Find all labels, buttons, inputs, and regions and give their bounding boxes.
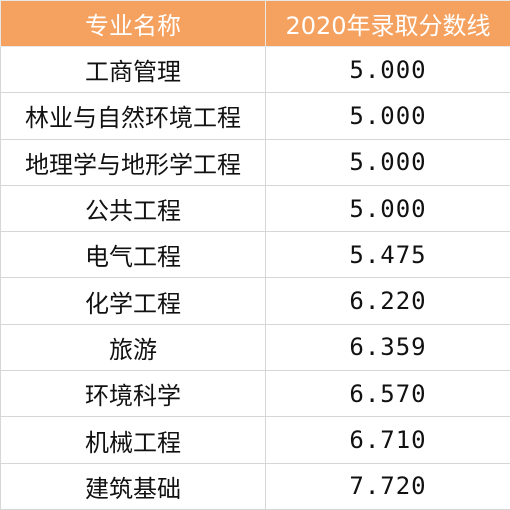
score-cell: 5.000 — [266, 47, 510, 93]
table-row: 机械工程 6.710 — [1, 417, 510, 463]
table-header: 专业名称 2020年录取分数线 — [1, 1, 510, 47]
score-cell: 6.359 — [266, 324, 510, 370]
score-cell: 5.000 — [266, 185, 510, 231]
major-cell: 公共工程 — [1, 185, 266, 231]
score-cell: 7.720 — [266, 463, 510, 509]
major-cell: 机械工程 — [1, 417, 266, 463]
table-row: 电气工程 5.475 — [1, 232, 510, 278]
major-cell: 工商管理 — [1, 47, 266, 93]
header-score-2020: 2020年录取分数线 — [266, 1, 510, 47]
major-cell: 环境科学 — [1, 371, 266, 417]
table-row: 环境科学 6.570 — [1, 371, 510, 417]
table-row: 旅游 6.359 — [1, 324, 510, 370]
table-row: 地理学与地形学工程 5.000 — [1, 139, 510, 185]
table-row: 化学工程 6.220 — [1, 278, 510, 324]
score-cell: 6.570 — [266, 371, 510, 417]
table-row: 建筑基础 7.720 — [1, 463, 510, 509]
score-cell: 5.000 — [266, 93, 510, 139]
score-cell: 5.000 — [266, 139, 510, 185]
table-row: 公共工程 5.000 — [1, 185, 510, 231]
table-row: 林业与自然环境工程 5.000 — [1, 93, 510, 139]
major-cell: 化学工程 — [1, 278, 266, 324]
major-cell: 旅游 — [1, 324, 266, 370]
table-row: 工商管理 5.000 — [1, 47, 510, 93]
major-cell: 地理学与地形学工程 — [1, 139, 266, 185]
score-cell: 5.475 — [266, 232, 510, 278]
major-cell: 电气工程 — [1, 232, 266, 278]
header-row: 专业名称 2020年录取分数线 — [1, 1, 510, 47]
major-cell: 林业与自然环境工程 — [1, 93, 266, 139]
major-cell: 建筑基础 — [1, 463, 266, 509]
score-cell: 6.220 — [266, 278, 510, 324]
score-cell: 6.710 — [266, 417, 510, 463]
table-body: 工商管理 5.000 林业与自然环境工程 5.000 地理学与地形学工程 5.0… — [1, 47, 510, 510]
header-major-name: 专业名称 — [1, 1, 266, 47]
